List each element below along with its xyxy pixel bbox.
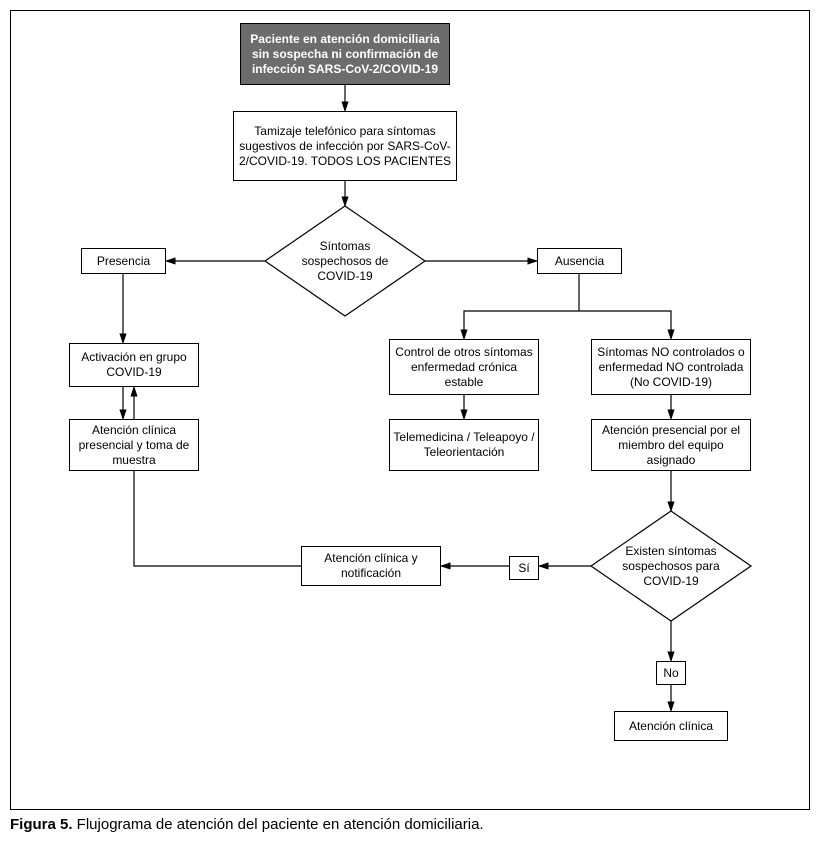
node-label-atclin: Atención clínica [629, 719, 713, 734]
node-label-atpres: Atención presencial por el miembro del e… [595, 423, 747, 468]
node-label-atpresmus: Atención clínica presencial y toma de mu… [73, 423, 195, 468]
node-atclin: Atención clínica [614, 711, 728, 741]
node-presencia: Presencia [81, 248, 166, 274]
caption-prefix: Figura 5. [10, 816, 73, 833]
node-label-presencia: Presencia [97, 254, 150, 269]
node-si: Sí [509, 556, 539, 580]
node-activ: Activación en grupo COVID-19 [69, 343, 199, 387]
node-atpres: Atención presencial por el miembro del e… [591, 419, 751, 471]
diamond-label-d2: Existen síntomas sospechosos para COVID-… [617, 529, 725, 603]
edge-split-control [464, 311, 579, 339]
edge-atnotif-activ [134, 387, 301, 566]
diamond-label-d1: Síntomas sospechosos de COVID-19 [291, 224, 399, 298]
node-label-si: Sí [518, 561, 529, 576]
node-label-tamizaje: Tamizaje telefónico para síntomas sugest… [237, 124, 453, 169]
node-tamizaje: Tamizaje telefónico para síntomas sugest… [233, 111, 457, 181]
node-atpresmus: Atención clínica presencial y toma de mu… [69, 419, 199, 471]
flowchart-frame: Síntomas sospechosos de COVID-19 Existen … [10, 10, 810, 810]
node-label-atnotif: Atención clínica y notificación [305, 551, 437, 581]
node-label-control: Control de otros síntomas enfermedad cró… [393, 345, 535, 390]
node-ausencia: Ausencia [537, 248, 622, 274]
node-no: No [656, 661, 686, 685]
node-label-nocontrol: Síntomas NO controlados o enfermedad NO … [595, 345, 747, 390]
node-label-no: No [663, 666, 678, 681]
node-atnotif: Atención clínica y notificación [301, 546, 441, 586]
node-nocontrol: Síntomas NO controlados o enfermedad NO … [591, 339, 751, 395]
node-label-telemed: Telemedicina / Teleapoyo / Teleorientaci… [393, 430, 535, 460]
node-label-activ: Activación en grupo COVID-19 [73, 350, 195, 380]
node-start: Paciente en atención domiciliaria sin so… [240, 23, 450, 85]
node-label-ausencia: Ausencia [555, 254, 604, 269]
node-label-start: Paciente en atención domiciliaria sin so… [244, 32, 446, 77]
node-control: Control de otros síntomas enfermedad cró… [389, 339, 539, 395]
caption-text: Flujograma de atención del paciente en a… [73, 816, 484, 833]
node-telemed: Telemedicina / Teleapoyo / Teleorientaci… [389, 419, 539, 471]
figure-caption: Figura 5. Flujograma de atención del pac… [10, 816, 810, 833]
edge-split-nocontrol [579, 311, 671, 339]
